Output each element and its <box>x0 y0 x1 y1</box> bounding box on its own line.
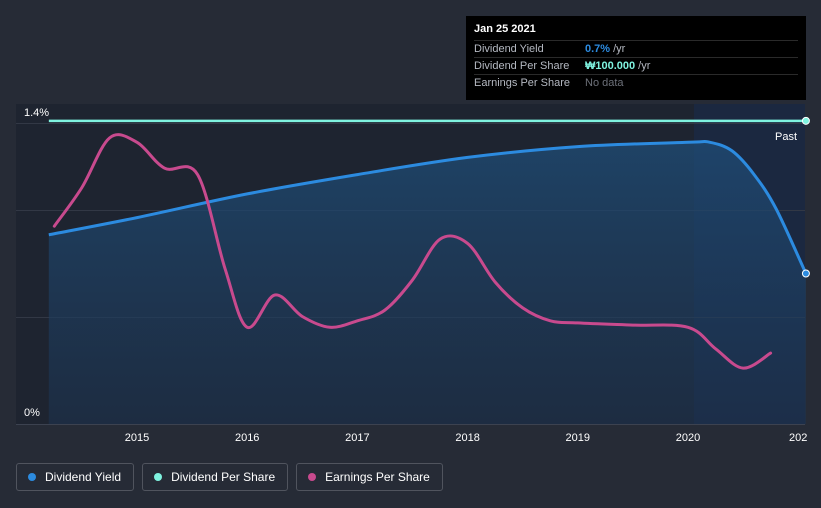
tooltip-row-dividend-per-share: Dividend Per Share ₩100.000 /yr <box>474 57 798 74</box>
tooltip-date: Jan 25 2021 <box>474 23 536 35</box>
y-axis-bottom-label: 0% <box>24 407 40 419</box>
x-tick-label: 2019 <box>566 432 590 444</box>
tooltip-row-earnings-per-share: Earnings Per Share No data <box>474 74 798 91</box>
legend-label: Dividend Yield <box>45 470 122 484</box>
x-tick-label: 202 <box>789 432 807 444</box>
dividend-per-share-end-marker <box>801 116 810 125</box>
legend-item-dividend-per-share[interactable]: Dividend Per Share <box>142 463 289 491</box>
tooltip-label: Dividend Per Share <box>474 60 570 72</box>
past-label: Past <box>775 131 797 143</box>
legend-label: Earnings Per Share <box>325 470 430 484</box>
tooltip-value: ₩100.000 <box>585 60 636 72</box>
tooltip-no-data: No data <box>585 77 624 89</box>
legend-item-dividend-yield[interactable]: Dividend Yield <box>16 463 135 491</box>
tooltip-unit: /yr <box>613 43 626 55</box>
x-tick-label: 2015 <box>125 432 149 444</box>
x-tick-label: 2018 <box>455 432 479 444</box>
y-axis-top-label: 1.4% <box>24 107 49 119</box>
tooltip-unit: /yr <box>638 60 651 72</box>
x-axis-ticks: 2015 2016 2017 2018 2019 2020 202 <box>125 432 808 444</box>
tooltip-row-dividend-yield: Dividend Yield 0.7% /yr <box>474 40 798 57</box>
legend-label: Dividend Per Share <box>171 470 276 484</box>
x-tick-label: 2020 <box>676 432 700 444</box>
legend: Dividend Yield Dividend Per Share Earnin… <box>16 463 443 491</box>
earnings-per-share-line <box>52 133 773 370</box>
tooltip-label: Earnings Per Share <box>474 77 570 89</box>
dividend-yield-end-marker <box>801 269 810 278</box>
legend-dot-icon <box>28 473 36 481</box>
legend-dot-icon <box>308 473 317 481</box>
x-tick-label: 2017 <box>345 432 369 444</box>
dividend-yield-line <box>48 140 808 275</box>
tooltip-value: 0.7% <box>585 43 611 55</box>
tooltip-label: Dividend Yield <box>474 43 544 55</box>
data-tooltip: Jan 25 2021 Dividend Yield 0.7% /yr Divi… <box>466 16 806 100</box>
legend-item-earnings-per-share[interactable]: Earnings Per Share <box>296 463 443 491</box>
x-tick-label: 2016 <box>235 432 259 444</box>
dividend-yield-area <box>48 141 806 425</box>
legend-dot-icon <box>154 473 163 481</box>
